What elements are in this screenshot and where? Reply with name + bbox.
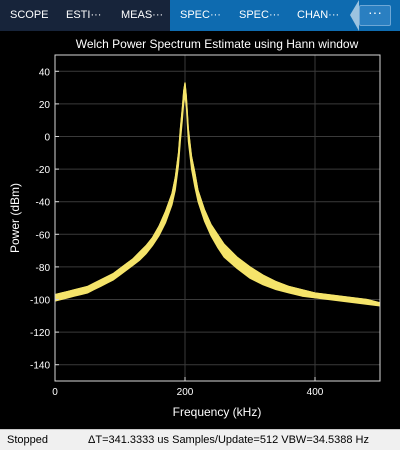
collapse-arrow-icon[interactable] [350, 0, 359, 31]
tab-spectrum-2[interactable]: SPEC··· [229, 0, 287, 31]
status-info: ΔT=341.3333 us Samples/Update=512 VBW=34… [88, 434, 369, 446]
y-tick-label: 20 [39, 100, 51, 111]
y-tick-label: -80 [36, 263, 51, 274]
tab-scope[interactable]: SCOPE [10, 9, 49, 21]
y-tick-label: -100 [30, 296, 50, 307]
tab-channel[interactable]: CHAN··· [287, 0, 350, 31]
y-tick-label: -140 [30, 361, 50, 372]
more-icon[interactable]: ··· [359, 5, 391, 26]
status-bar: Stopped ΔT=341.3333 us Samples/Update=51… [0, 429, 400, 450]
spectrum-chart: Welch Power Spectrum Estimate using Hann… [0, 31, 400, 429]
plot-frame [54, 54, 381, 382]
tab-overflow: ··· [350, 0, 400, 31]
tab-estimation[interactable]: ESTI··· [66, 9, 102, 21]
status-state: Stopped [7, 434, 48, 446]
y-tick-label: 40 [39, 67, 51, 78]
x-tick-label: 200 [177, 387, 194, 398]
x-tick-label: 400 [307, 387, 324, 398]
y-tick-label: -60 [36, 230, 51, 241]
tab-measurements[interactable]: MEAS··· [121, 9, 164, 21]
tab-spectrum-1[interactable]: SPEC··· [170, 0, 229, 31]
y-axis-label: Power (dBm) [8, 183, 22, 253]
plot-area: Welch Power Spectrum Estimate using Hann… [0, 31, 400, 429]
x-axis-ticks: 0 200 400 [52, 377, 324, 398]
spectrum-trace-line [54, 82, 381, 304]
x-axis-label: Frequency (kHz) [173, 405, 262, 419]
y-tick-label: -20 [36, 165, 51, 176]
y-tick-label: -40 [36, 198, 51, 209]
y-axis-ticks: 40 20 0 -20 -40 -60 -80 -100 -120 -140 [30, 67, 59, 372]
tab-bar: SCOPE ESTI··· MEAS··· SPEC··· SPEC··· CH… [0, 0, 400, 31]
x-tick-label: 0 [52, 387, 58, 398]
y-tick-label: 0 [44, 133, 50, 144]
chart-title: Welch Power Spectrum Estimate using Hann… [76, 37, 359, 51]
y-tick-label: -120 [30, 328, 50, 339]
